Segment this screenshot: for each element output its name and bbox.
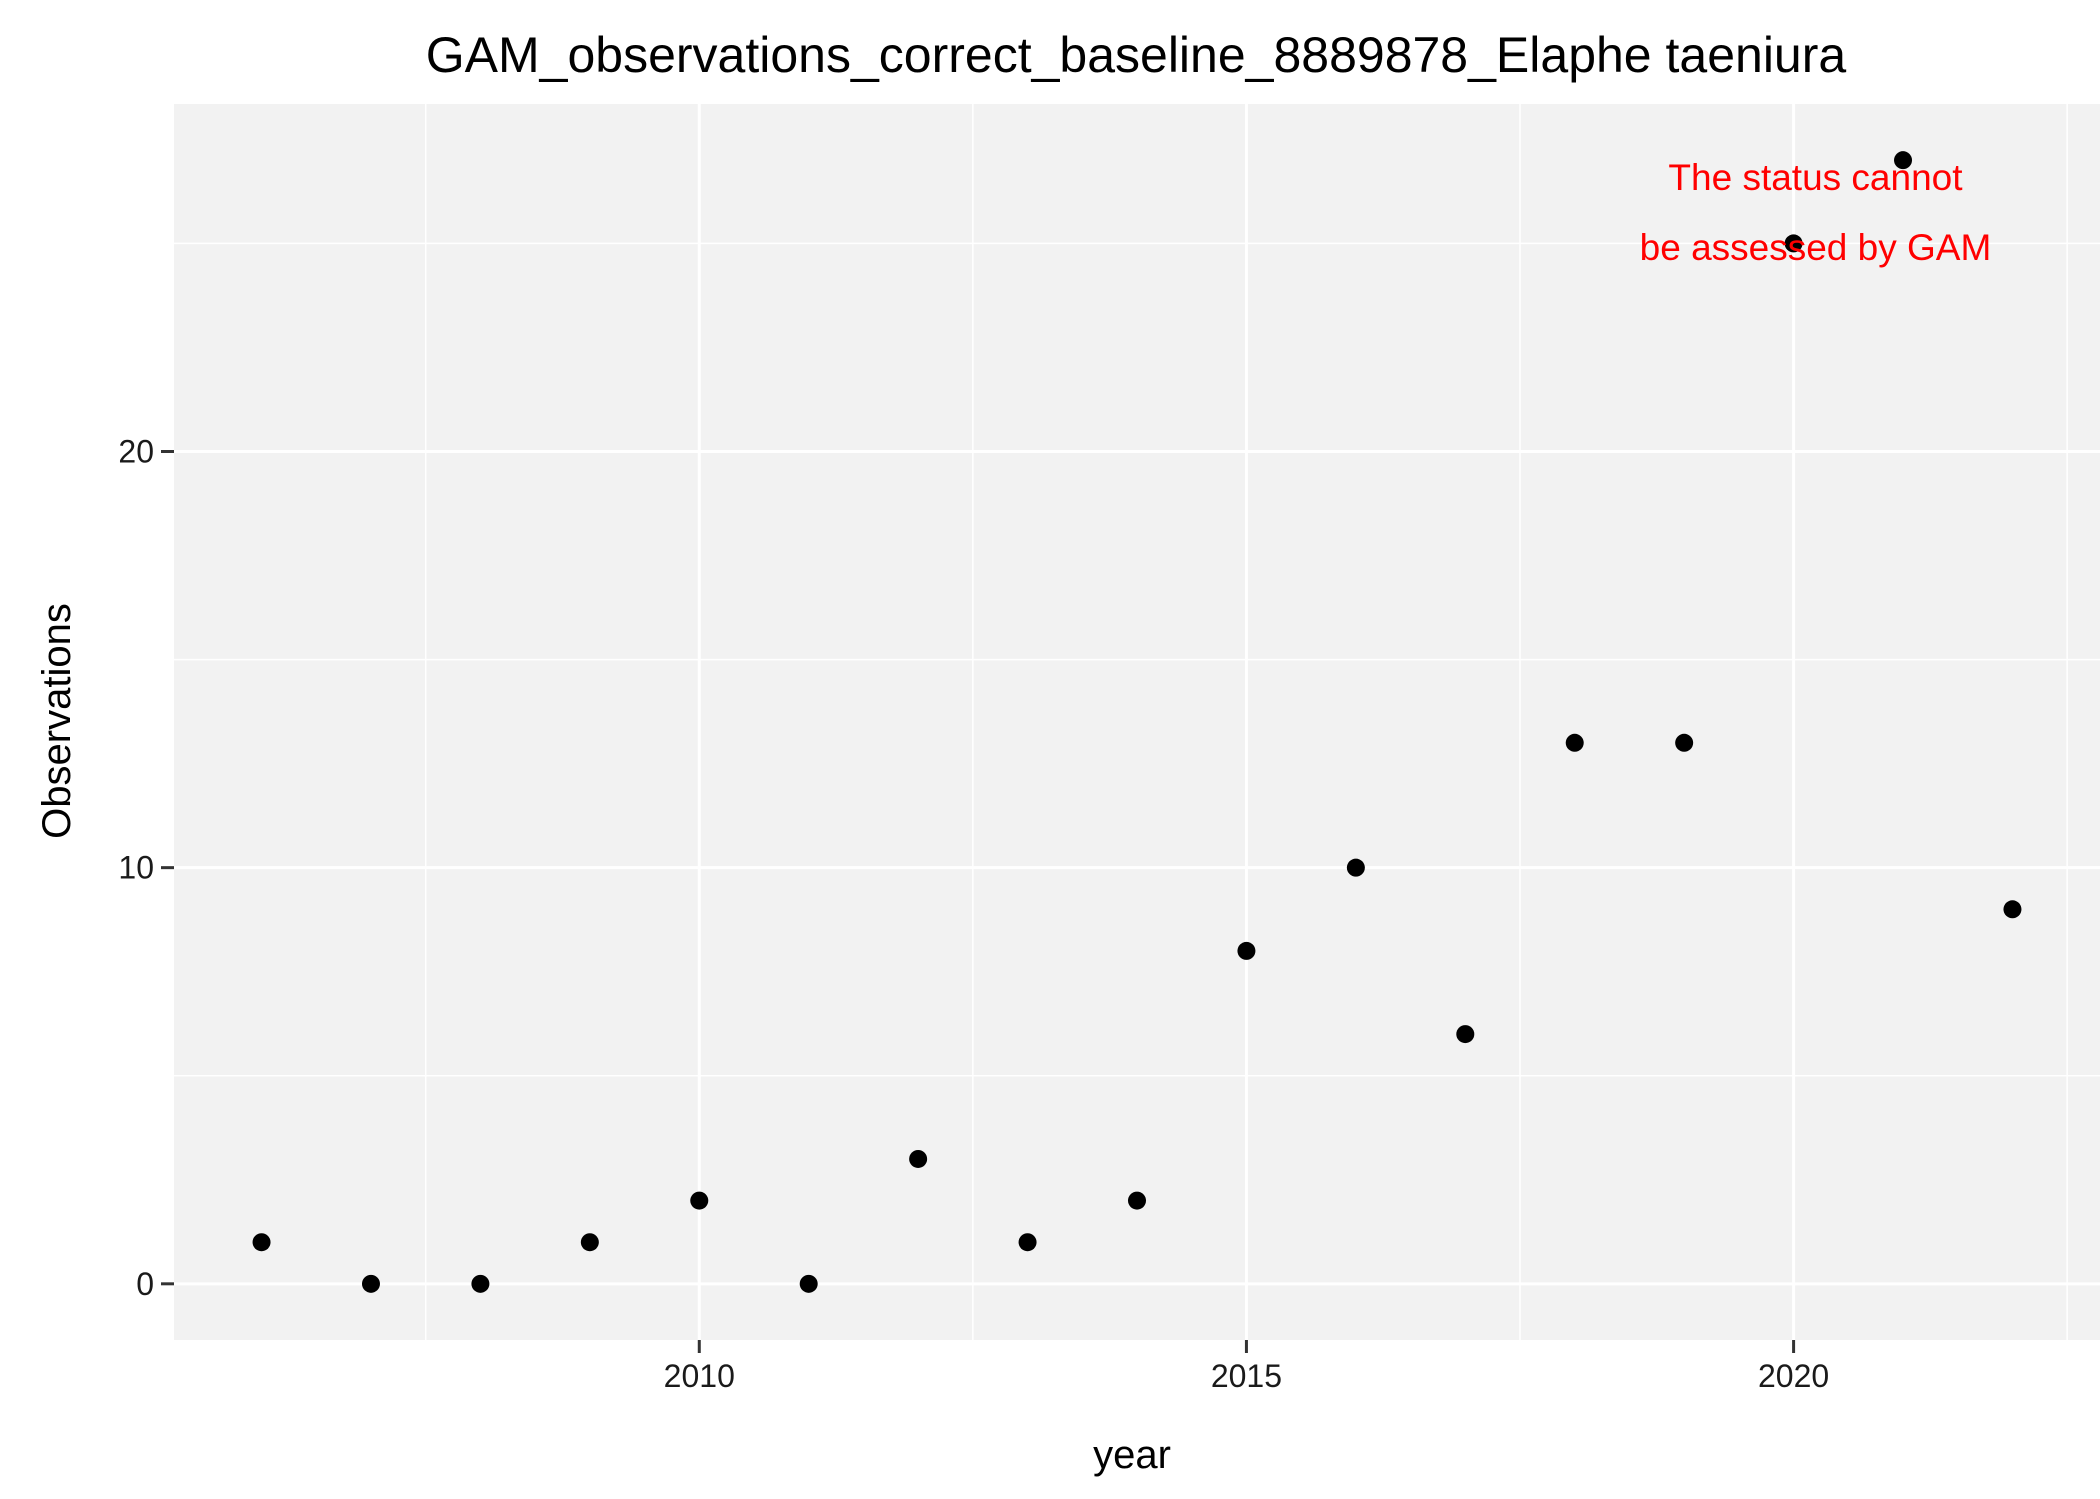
- x-tick-label: 2015: [1211, 1358, 1282, 1394]
- data-point: [1128, 1191, 1146, 1210]
- data-point: [1565, 733, 1584, 752]
- data-point: [471, 1274, 490, 1293]
- annotation-line: be assessed by GAM: [1640, 227, 1992, 268]
- axis-ticks: 0 10 20 2010 2015 2020: [118, 433, 1829, 1394]
- data-point: [1237, 941, 1256, 960]
- annotation: The status cannot be assessed by GAM: [1640, 157, 1992, 268]
- data-point: [799, 1274, 818, 1293]
- data-point: [1456, 1025, 1475, 1044]
- chart-title: GAM_observations_correct_baseline_888987…: [426, 27, 1847, 83]
- x-tick-label: 2010: [664, 1358, 735, 1394]
- data-point: [1675, 733, 1694, 752]
- y-axis-title: Observations: [35, 603, 79, 839]
- x-tick-label: 2020: [1758, 1358, 1829, 1394]
- data-point: [1018, 1233, 1037, 1252]
- data-points: [252, 151, 2022, 1293]
- data-point: [2003, 900, 2022, 919]
- y-tick-label: 0: [136, 1266, 154, 1302]
- data-point: [361, 1274, 380, 1293]
- y-tick-label: 20: [118, 433, 154, 469]
- annotation-line: The status cannot: [1668, 157, 1963, 198]
- grid-lines: [174, 104, 2100, 1340]
- data-point: [580, 1233, 599, 1252]
- x-axis-title: year: [1093, 1433, 1171, 1477]
- data-point: [1346, 858, 1365, 877]
- data-point: [252, 1233, 271, 1252]
- plot-panel: [174, 104, 2100, 1340]
- data-point: [909, 1149, 928, 1168]
- data-point: [690, 1191, 709, 1210]
- data-point: [1784, 234, 1803, 253]
- y-tick-label: 10: [118, 850, 154, 886]
- data-point: [1894, 151, 1913, 170]
